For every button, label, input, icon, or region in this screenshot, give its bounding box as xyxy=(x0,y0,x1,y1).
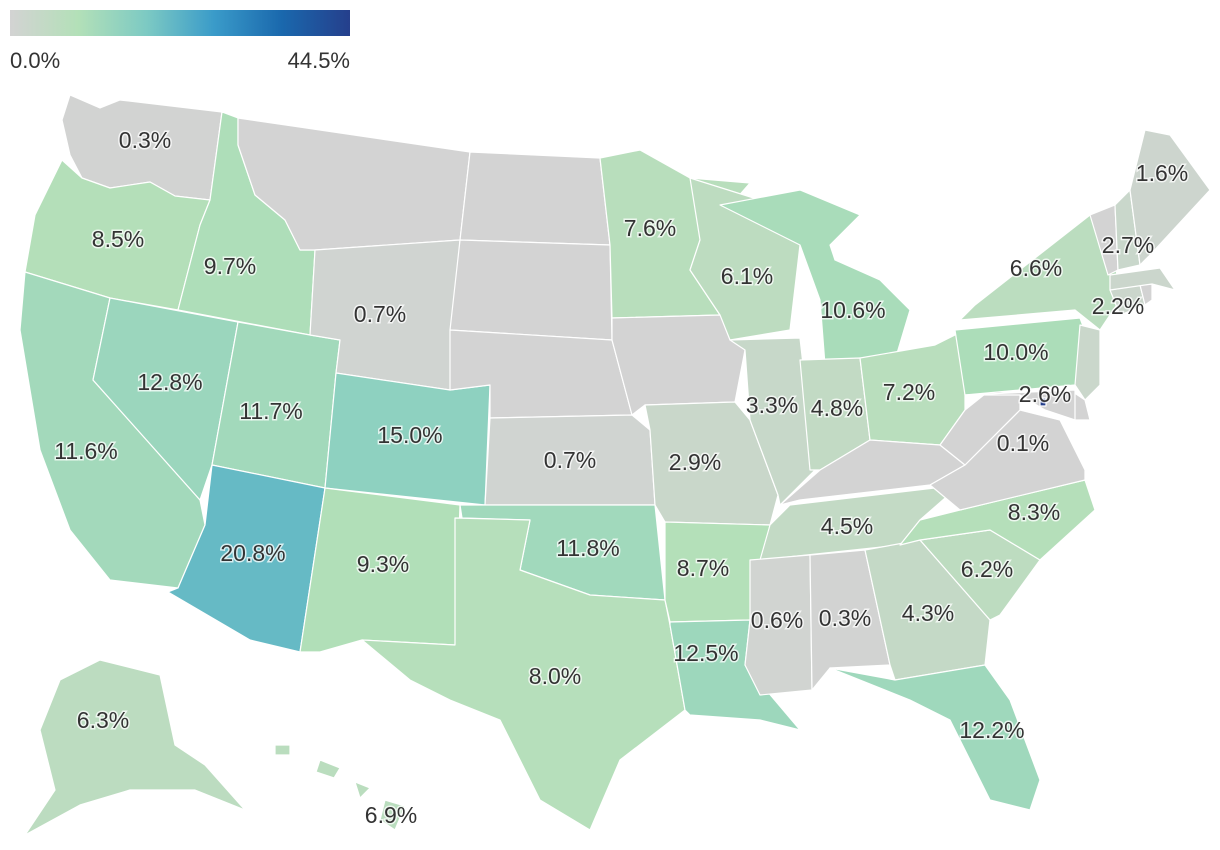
state-co xyxy=(324,372,491,506)
state-label-mn: 7.6% xyxy=(624,215,676,241)
state-nc xyxy=(899,479,1096,561)
state-label-tx: 8.0% xyxy=(529,663,581,689)
state-label-mi: 10.6% xyxy=(820,297,885,323)
state-label-ut: 11.7% xyxy=(239,398,303,424)
state-ak xyxy=(24,659,246,836)
state-label-ar: 8.7% xyxy=(677,555,729,581)
state-label-oh: 7.2% xyxy=(883,379,935,405)
state-tx xyxy=(361,517,686,831)
legend-min-label: 0.0% xyxy=(10,48,61,73)
state-label-al: 0.3% xyxy=(819,605,871,631)
state-label-pa: 10.0% xyxy=(983,339,1048,365)
state-label-ok: 11.8% xyxy=(556,535,620,561)
state-label-nv: 12.8% xyxy=(137,369,202,395)
state-mi xyxy=(719,189,911,366)
state-label-hi: 6.9% xyxy=(365,802,417,828)
state-sd xyxy=(449,239,613,341)
state-label-ga: 4.3% xyxy=(902,600,954,626)
color-legend: 0.0% 44.5% xyxy=(10,10,350,73)
state-label-ks: 0.7% xyxy=(544,447,596,473)
legend-gradient-bar xyxy=(10,10,350,36)
state-label-or: 8.5% xyxy=(92,226,144,252)
state-me xyxy=(1129,129,1211,266)
state-label-in: 4.8% xyxy=(811,395,863,421)
state-label-la: 12.5% xyxy=(673,640,738,666)
state-label-il: 3.3% xyxy=(746,392,798,418)
state-label-ak: 6.3% xyxy=(77,707,129,733)
state-label-ny: 6.6% xyxy=(1010,255,1062,281)
state-ia xyxy=(611,314,746,416)
state-label-ms: 0.6% xyxy=(751,607,803,633)
state-label-nc: 8.3% xyxy=(1008,499,1060,525)
state-label-fl: 12.2% xyxy=(959,717,1024,743)
state-label-ca: 11.6% xyxy=(54,438,118,464)
state-label-nm: 9.3% xyxy=(357,551,409,577)
state-label-nj: 2.6% xyxy=(1019,381,1071,407)
state-label-ct: 2.2% xyxy=(1092,293,1144,319)
state-label-wi: 6.1% xyxy=(721,263,773,289)
state-label-wy: 0.7% xyxy=(354,301,406,327)
state-label-tn: 4.5% xyxy=(821,513,873,539)
state-label-wa: 0.3% xyxy=(119,127,171,153)
state-label-me: 1.6% xyxy=(1136,160,1188,186)
state-hi xyxy=(274,744,406,831)
state-label-co: 15.0% xyxy=(377,422,442,448)
state-label-va: 0.1% xyxy=(997,430,1049,456)
state-label-mo: 2.9% xyxy=(669,449,721,475)
state-md xyxy=(964,389,1076,421)
state-label-id: 9.7% xyxy=(204,253,256,279)
state-fl xyxy=(829,664,1041,811)
state-al xyxy=(809,549,891,691)
legend-max-label: 44.5% xyxy=(287,48,350,73)
state-ma xyxy=(1109,267,1176,291)
state-dc xyxy=(1039,397,1047,407)
state-nd xyxy=(459,151,611,246)
state-label-az: 20.8% xyxy=(220,540,285,566)
state-label-nh: 2.7% xyxy=(1102,232,1154,258)
state-nv xyxy=(92,297,239,501)
state-label-sc: 6.2% xyxy=(961,556,1013,582)
state-nj xyxy=(1074,324,1101,401)
